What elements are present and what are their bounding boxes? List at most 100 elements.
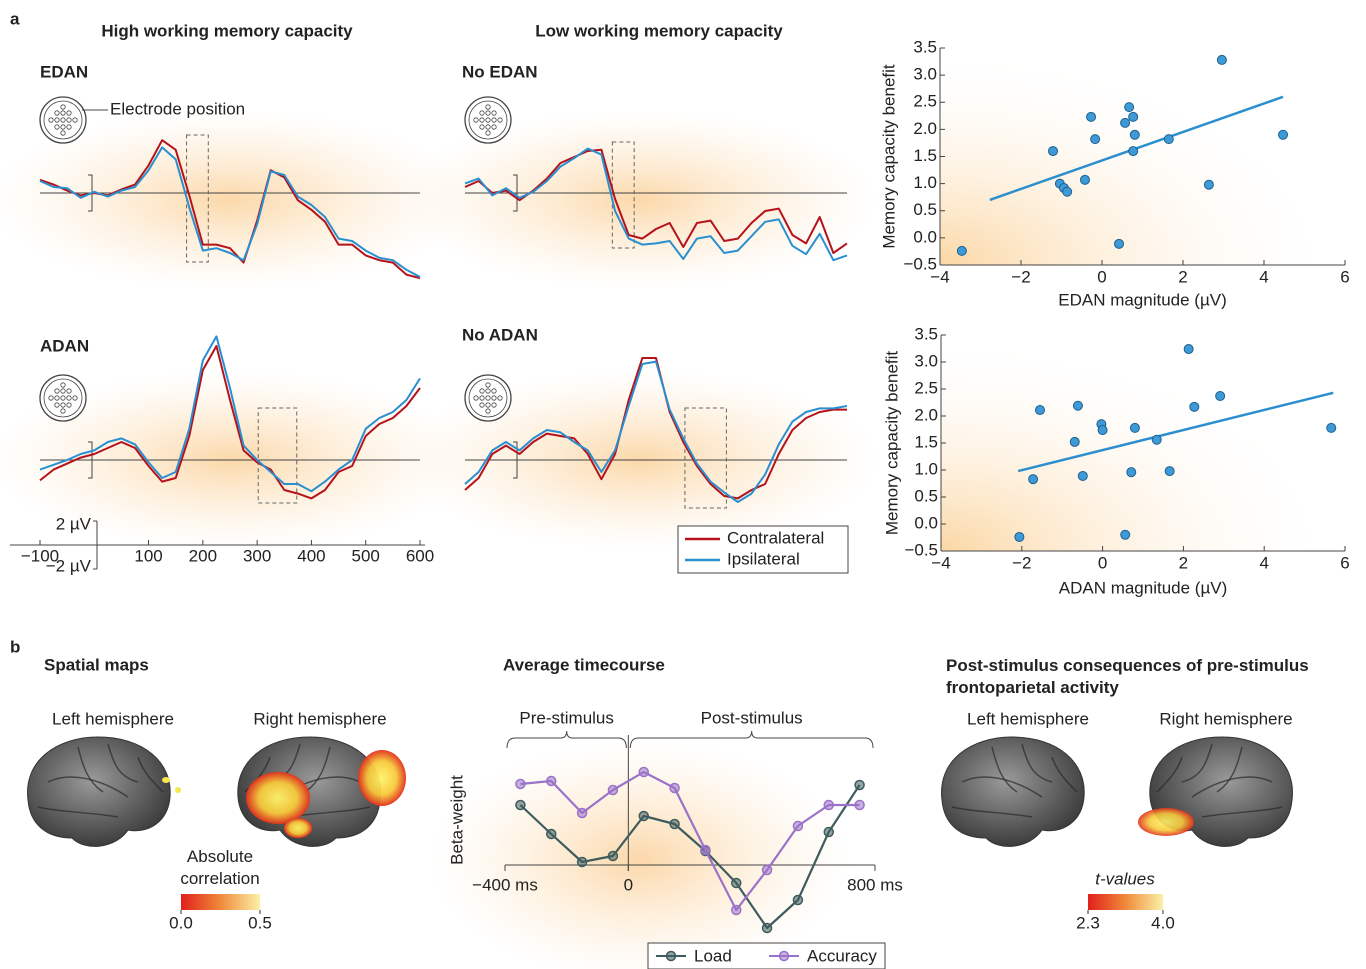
x-axis-label: EDAN magnitude (µV) [1058,290,1227,309]
colorbar-tick-label: 4.0 [1151,913,1175,932]
x-tick-label: 6 [1340,553,1349,572]
x-tick-label: 500 [352,546,380,565]
y-tick-label: 0.0 [914,513,938,532]
electrode [486,389,490,393]
x-tick-label: 100 [134,546,162,565]
marker [855,801,864,810]
x-tick-label: 0 [624,875,633,894]
electrode [67,389,71,393]
electrode [492,403,496,407]
marker [763,866,772,875]
electrode [55,125,59,129]
point [1070,437,1079,446]
legend-label: Load [694,946,732,965]
electrode [67,403,71,407]
marker [608,786,617,795]
legend-label: Accuracy [807,946,877,965]
point [1327,423,1336,432]
point [1098,426,1107,435]
marker [547,830,556,839]
point [1129,112,1138,121]
point [957,246,966,255]
column-title: Low working memory capacity [535,21,783,40]
chart-title: Average timecourse [503,655,665,674]
y-tick-label: 2.5 [913,92,937,111]
legend-marker [667,952,676,961]
electrode [492,125,496,129]
point [1164,135,1173,144]
electrode [61,383,65,387]
hemisphere-label: Left hemisphere [52,709,174,728]
point [1087,112,1096,121]
electrode [486,383,490,387]
marker [793,896,802,905]
electrode [480,118,484,122]
electrode [480,389,484,393]
legend-label: Ipsilateral [727,549,800,568]
electrode [61,396,65,400]
colorbar-tick-label: 0.5 [248,913,272,932]
electrode [486,105,490,109]
point [1130,130,1139,139]
point [1130,423,1139,432]
y-tick-label: 0.0 [913,227,937,246]
x-tick-label: −4 [930,267,949,286]
panel-label: a [10,9,20,28]
y-axis-label: Memory capacity benefit [879,64,898,249]
point [1279,130,1288,139]
scale-bar-label: −2 µV [46,556,92,575]
marker [763,924,772,933]
plot-background [940,48,1345,265]
point [1073,401,1082,410]
hemisphere-label: Right hemisphere [1159,709,1292,728]
point [1216,392,1225,401]
panel-label: b [10,637,20,656]
colorbar-label: t-values [1095,869,1155,888]
point [1217,55,1226,64]
marker [670,820,679,829]
x-tick-label: 200 [189,546,217,565]
point [1029,475,1038,484]
point [1165,467,1174,476]
electrode [67,118,71,122]
marker [732,906,741,915]
marker [639,812,648,821]
electrode [480,111,484,115]
y-axis-label: Beta-weight [447,775,466,865]
activation [358,750,406,806]
hemisphere-label: Left hemisphere [967,709,1089,728]
point [1115,239,1124,248]
electrode [67,125,71,129]
marker [547,777,556,786]
x-tick-label: 2 [1179,553,1188,572]
y-tick-label: 1.0 [913,173,937,192]
electrode [49,118,53,122]
y-tick-label: 0.5 [913,200,937,219]
marker [578,858,587,867]
electrode [492,396,496,400]
y-tick-label: 2.0 [914,405,938,424]
colorbar-label: Absolute correlation [165,846,275,890]
electrode [55,403,59,407]
electrode [492,389,496,393]
figure: a b High working memory capacity Low wor… [0,0,1366,969]
electrode [67,111,71,115]
electrode [61,105,65,109]
x-tick-label: 0 [1098,553,1107,572]
electrode [67,396,71,400]
scale-bar-label: 2 µV [56,514,92,533]
electrode [480,403,484,407]
colorbar [1088,894,1163,910]
marker [516,801,525,810]
y-tick-label: 1.5 [914,432,938,451]
electrode [55,396,59,400]
electrode [49,396,53,400]
electrode [486,118,490,122]
y-tick-label: 2.5 [914,378,938,397]
electrode [480,125,484,129]
chart-title: No EDAN [462,62,538,81]
point [1121,530,1130,539]
marker [824,801,833,810]
y-tick-label: 1.5 [913,146,937,165]
annotation: Electrode position [110,99,245,118]
